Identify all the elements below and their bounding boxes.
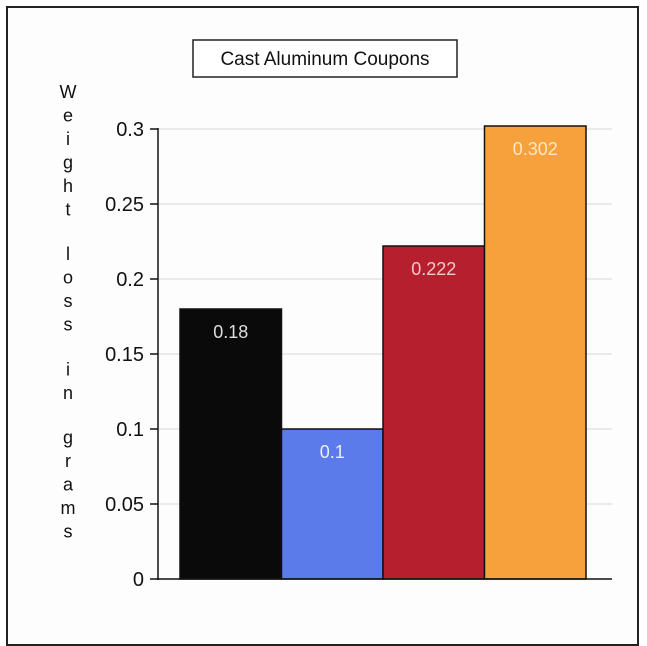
y-axis-label-letter: s [64, 521, 73, 541]
y-axis-label-letter: r [65, 451, 71, 471]
y-axis-label-letter: e [63, 106, 73, 126]
chart-title: Cast Aluminum Coupons [220, 49, 429, 70]
chart-title-box [192, 39, 458, 78]
bar-value-label: 0.302 [513, 139, 558, 159]
y-tick-label: 0.3 [116, 119, 144, 141]
y-tick-label: 0.25 [105, 194, 144, 216]
y-tick-label: 0.15 [105, 344, 144, 366]
bar [382, 245, 486, 580]
y-axis-label-letter: l [66, 244, 70, 264]
y-axis-label-letter: i [66, 359, 70, 379]
bar-value-label: 0.222 [411, 259, 456, 279]
y-axis-label-letter: s [64, 315, 73, 335]
y-axis-label-letter: t [65, 200, 70, 220]
y-axis-label-letter: m [61, 498, 76, 518]
bars [179, 125, 587, 580]
y-axis-label-letter: W [60, 82, 77, 102]
y-axis-label-letter: s [64, 291, 73, 311]
y-tick-label: 0.05 [105, 494, 144, 516]
y-axis-label-letter: n [63, 383, 73, 403]
y-axis-label-letter: g [63, 153, 73, 173]
y-tick-label: 0.2 [116, 269, 144, 291]
y-axis-label-letter: h [63, 176, 73, 196]
bar [280, 428, 384, 580]
data-labels: 0.18 0.1 0.222 0.302 [213, 139, 558, 462]
y-axis-ticks: 0 0.05 0.1 0.15 0.2 0.25 0.3 [105, 119, 158, 591]
y-axis-label-letter: a [63, 474, 74, 494]
bar-value-label: 0.1 [320, 442, 345, 462]
bar-value-label: 0.18 [213, 322, 248, 342]
y-axis-label-letter: i [66, 129, 70, 149]
y-axis-label-letter: o [63, 268, 73, 288]
bar [483, 125, 587, 580]
y-axis-label-letter: g [63, 427, 73, 447]
y-tick-label: 0.1 [116, 419, 144, 441]
y-tick-label: 0 [133, 569, 144, 591]
bar [179, 308, 283, 580]
